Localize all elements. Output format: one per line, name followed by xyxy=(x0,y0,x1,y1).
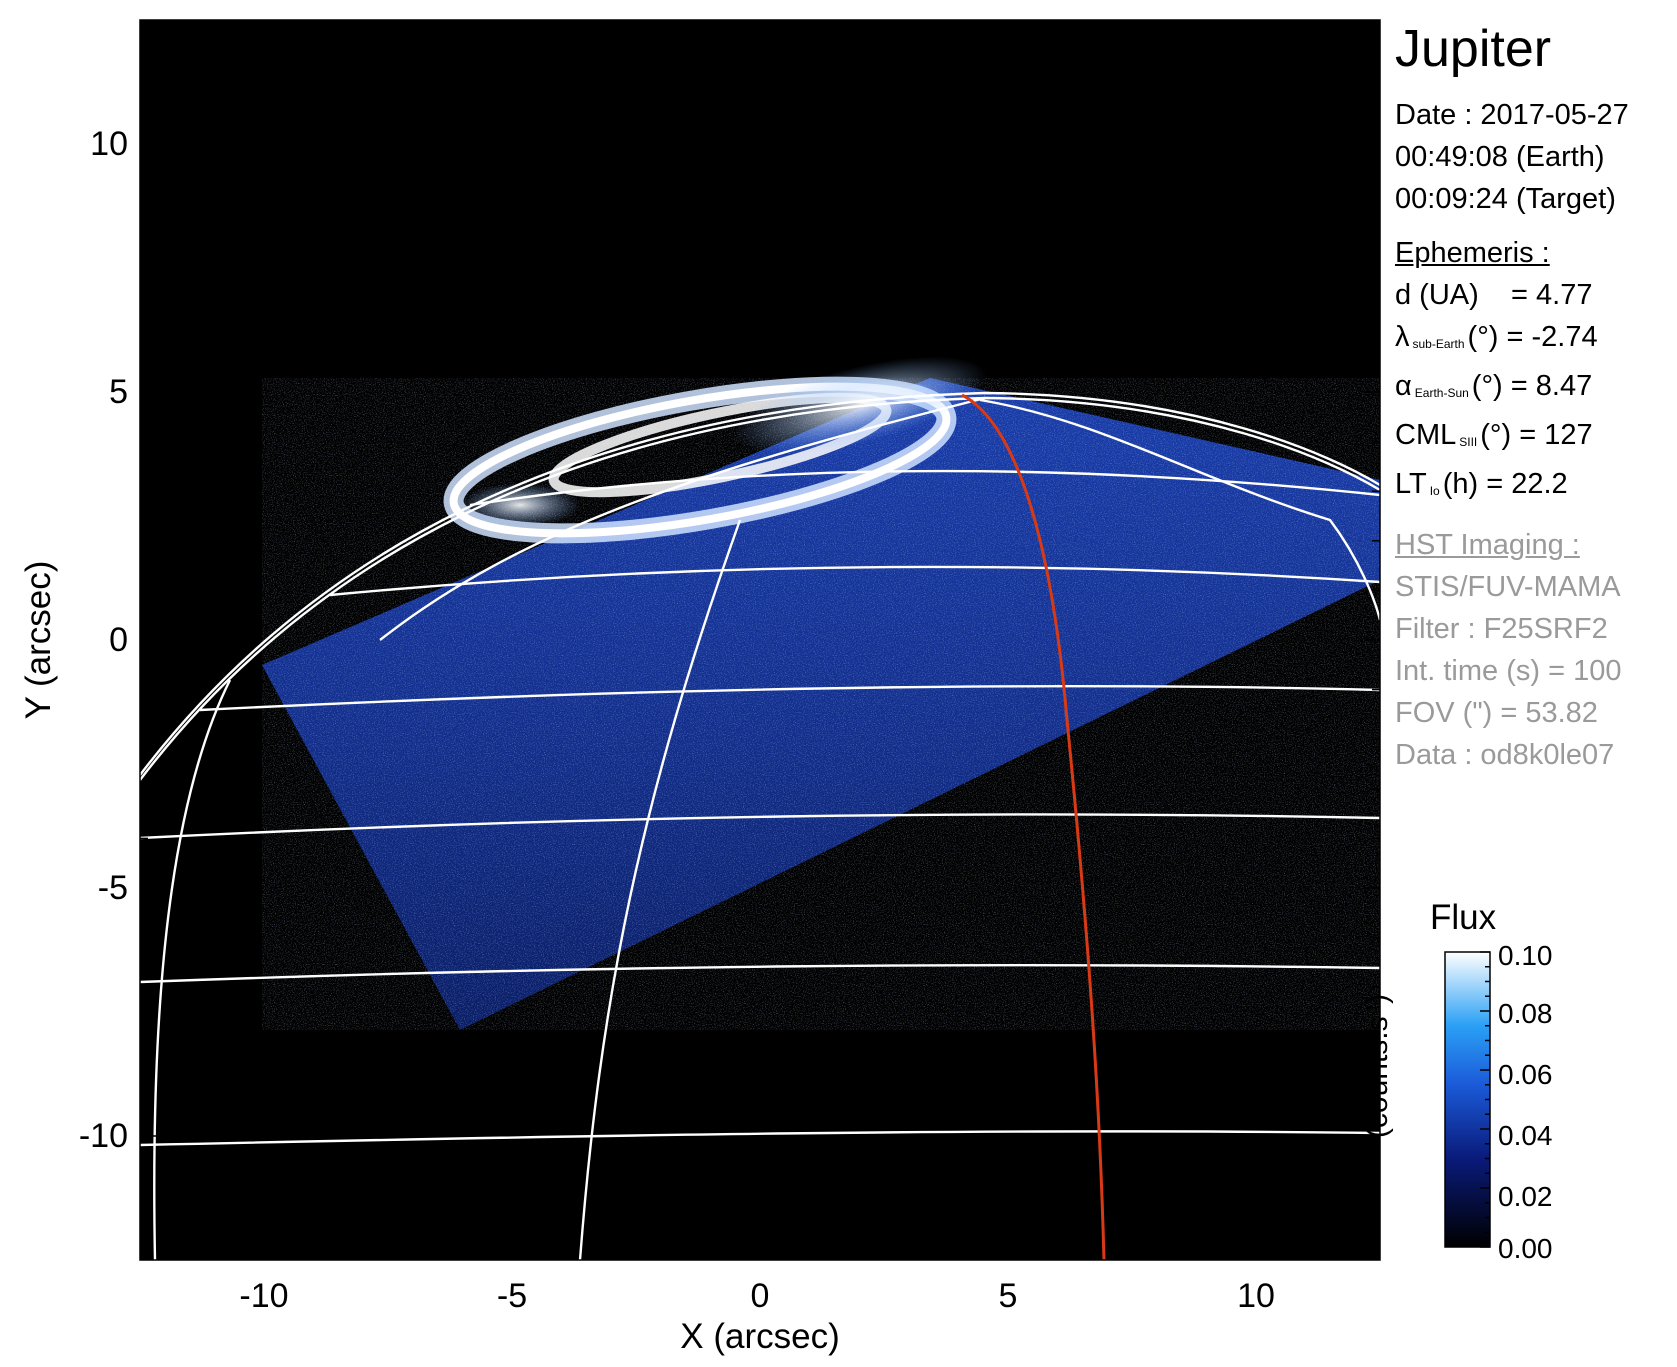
colorbar-tick-label: 0.08 xyxy=(1498,998,1553,1029)
io-local-time: LT Io (h) = 22.2 xyxy=(1395,463,1675,512)
x-tick-label: 5 xyxy=(999,1277,1018,1315)
x-tick-label: -10 xyxy=(239,1277,288,1315)
parallel xyxy=(140,1130,1380,1147)
y-axis-label: Y (arcsec) xyxy=(19,561,58,720)
lt-symbol: LT xyxy=(1395,468,1427,500)
colorbar-tick-label: 0.06 xyxy=(1498,1059,1553,1090)
info-panel: Jupiter Date : 2017-05-27 00:49:08 (Eart… xyxy=(1395,18,1675,776)
latlon-grid xyxy=(140,391,1380,1260)
central-meridian-line xyxy=(961,393,1106,1260)
colorbar-tick-label: 0.10 xyxy=(1498,940,1553,971)
alpha-subscript: Earth-Sun xyxy=(1414,386,1469,400)
colorbar-ticks xyxy=(1480,951,1490,1248)
colorbar xyxy=(1444,951,1491,1248)
meridian xyxy=(153,679,232,1260)
y-tick-label: 0 xyxy=(109,621,128,659)
filter-name: Filter : F25SRF2 xyxy=(1395,613,1608,645)
phase-angle: α Earth-Sun (°) = 8.47 xyxy=(1395,365,1675,414)
colorbar-unit: (counts.s-1) xyxy=(1361,993,1394,1139)
parallel xyxy=(199,684,1380,712)
parallel xyxy=(140,813,1380,840)
central-meridian-longitude: CML SIII (°) = 127 xyxy=(1395,414,1675,463)
colorbar-tick-label: 0.04 xyxy=(1498,1120,1553,1151)
x-tick-label: 0 xyxy=(751,1277,770,1315)
colorbar-tick-label: 0.00 xyxy=(1498,1233,1553,1264)
dataset-id: Data : od8k0le07 xyxy=(1395,739,1615,771)
alpha-value: (°) = 8.47 xyxy=(1471,370,1593,402)
meridian xyxy=(379,396,986,641)
instrument-name: STIS/FUV-MAMA xyxy=(1395,571,1621,603)
target-time: 00:09:24 (Target) xyxy=(1395,183,1616,215)
sub-earth-latitude: λ sub-Earth (°) = -2.74 xyxy=(1395,316,1675,365)
parallel xyxy=(140,963,1380,984)
field-of-view: FOV (") = 53.82 xyxy=(1395,697,1598,729)
earth-time: 00:49:08 (Earth) xyxy=(1395,141,1605,173)
y-tick-label: -5 xyxy=(98,869,128,907)
lt-subscript: Io xyxy=(1429,484,1440,498)
axis-ticks xyxy=(140,20,1380,1260)
hst-header: HST Imaging : xyxy=(1395,529,1580,561)
colorbar-tick-label: 0.02 xyxy=(1498,1181,1553,1212)
x-tick-label: 10 xyxy=(1237,1277,1275,1315)
colorbar-title: Flux xyxy=(1430,898,1497,937)
alpha-symbol: α xyxy=(1395,370,1412,402)
y-tick-label: -10 xyxy=(79,1117,128,1155)
cml-value: (°) = 127 xyxy=(1480,419,1593,451)
planet-limb xyxy=(140,396,1380,781)
x-tick-label: -5 xyxy=(497,1277,527,1315)
observation-date: Date : 2017-05-27 xyxy=(1395,99,1629,131)
target-title: Jupiter xyxy=(1395,20,1552,78)
observed-region-noise xyxy=(262,378,1380,1030)
y-tick-label: 5 xyxy=(109,373,128,411)
lambda-subscript: sub-Earth xyxy=(1412,337,1465,351)
cml-symbol: CML xyxy=(1395,419,1457,451)
x-axis-label: X (arcsec) xyxy=(680,1317,839,1356)
lt-value: (h) = 22.2 xyxy=(1442,468,1568,500)
meridian xyxy=(979,398,1380,621)
lambda-value: (°) = -2.74 xyxy=(1467,321,1598,353)
distance-value: d (UA) = 4.77 xyxy=(1395,279,1593,311)
y-tick-label: 10 xyxy=(90,125,128,163)
cml-subscript: SIII xyxy=(1459,435,1478,449)
lambda-symbol: λ xyxy=(1395,321,1410,353)
parallel xyxy=(329,565,1380,597)
meridian xyxy=(578,519,742,1260)
integration-time: Int. time (s) = 100 xyxy=(1395,655,1622,687)
ephemeris-header: Ephemeris : xyxy=(1395,237,1550,269)
